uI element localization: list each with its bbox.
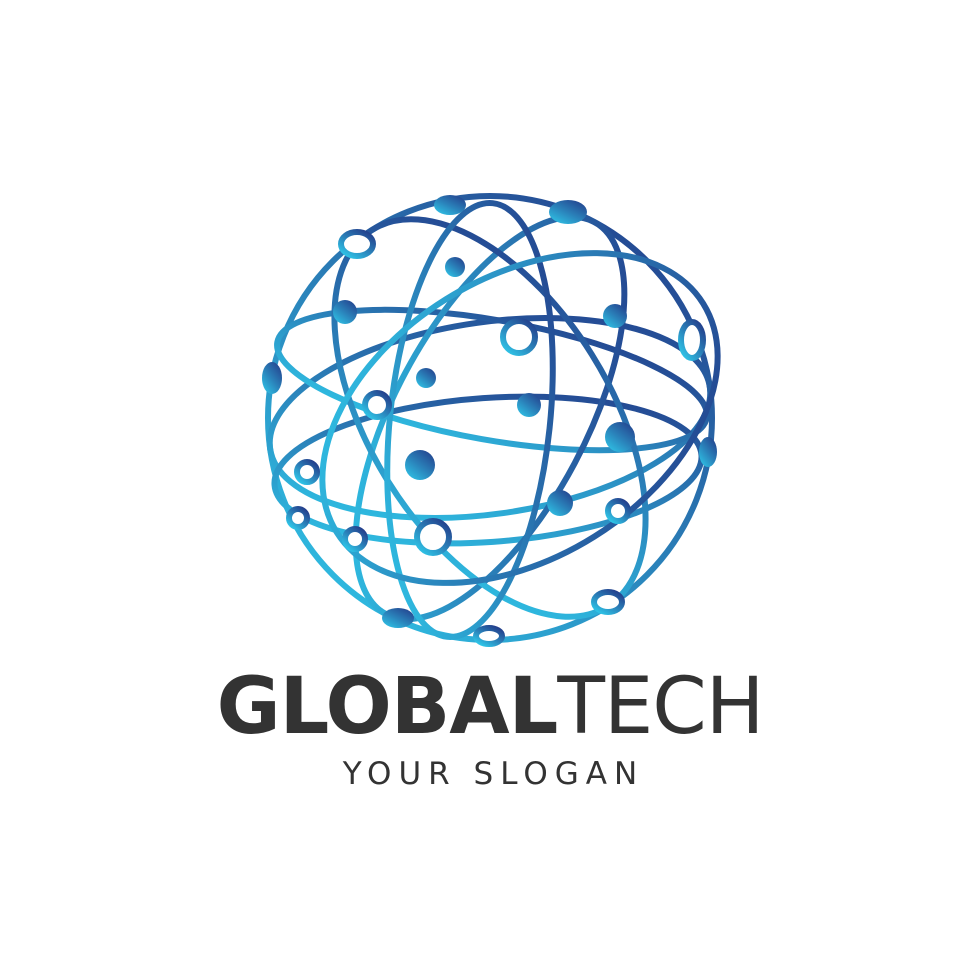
brand-name-part1: GLOBAL [216,662,559,752]
brand-slogan: YOUR SLOGAN [342,756,645,792]
brand-name: GLOBALTECH [0,662,980,752]
brand-name-part2: TECH [557,662,764,752]
